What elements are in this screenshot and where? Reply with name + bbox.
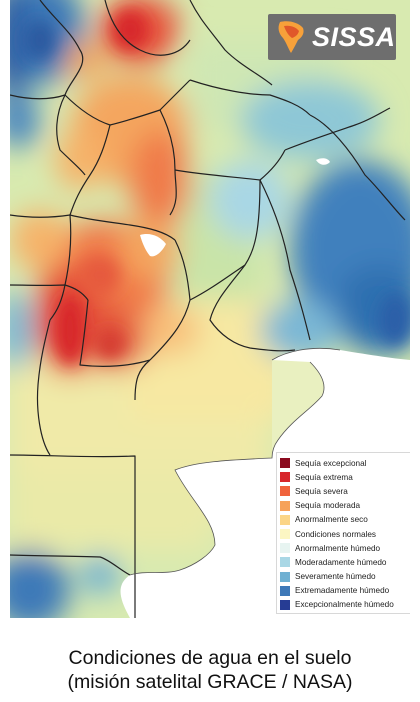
legend-item: Condiciones normales (280, 527, 410, 541)
legend-label: Sequía excepcional (295, 458, 367, 468)
caption-line-1: Condiciones de agua en el suelo (68, 647, 352, 669)
legend-swatch (280, 543, 290, 554)
legend-swatch (280, 472, 290, 483)
sissa-logo: SISSA (268, 14, 396, 60)
legend-label: Sequía extrema (295, 472, 353, 482)
legend-label: Anormalmente húmedo (295, 543, 381, 553)
province-borders (10, 0, 406, 618)
legend-item: Anormalmente húmedo (280, 541, 410, 555)
map-caption: Condiciones de agua en el suelo (misión … (0, 646, 420, 694)
legend-label: Moderadamente húmedo (295, 557, 387, 567)
legend-item: Extremadamente húmedo (280, 584, 410, 598)
moisture-detail (24, 10, 410, 365)
legend-label: Condiciones normales (295, 529, 377, 539)
legend-item: Anormalmente seco (280, 513, 410, 527)
coastline (129, 347, 341, 576)
sea-area-coast (272, 360, 325, 458)
legend-label: Anormalmente seco (295, 515, 368, 525)
legend-label: Sequía moderada (295, 501, 361, 511)
legend-swatch (280, 514, 290, 525)
legend-swatch (280, 585, 290, 596)
legend-label: Extremadamente húmedo (295, 586, 390, 596)
lake-area (316, 158, 330, 165)
legend-item: Sequía moderada (280, 499, 410, 513)
legend-item: Sequía extrema (280, 470, 410, 484)
legend-swatch (280, 599, 290, 610)
caption-line-2: (misión satelital GRACE / NASA) (67, 671, 353, 693)
legend-swatch (280, 557, 290, 568)
legend-item: Sequía excepcional (280, 456, 410, 470)
legend-label: Excepcionalmente húmedo (295, 600, 394, 610)
legend-item: Excepcionalmente húmedo (280, 598, 410, 612)
map-graphic (10, 0, 410, 618)
soil-moisture-map: SISSA Sequía excepcional Sequía extrema Se… (10, 0, 410, 618)
south-america-icon (278, 21, 304, 53)
legend-swatch (280, 486, 290, 497)
logo-text: SISSA (312, 22, 396, 52)
legend-item: Sequía severa (280, 484, 410, 498)
legend-swatch (280, 500, 290, 511)
legend-label: Severamente húmedo (295, 572, 376, 582)
legend-label: Sequía severa (295, 486, 348, 496)
legend-item: Severamente húmedo (280, 570, 410, 584)
legend-item: Moderadamente húmedo (280, 555, 410, 569)
map-legend: Sequía excepcional Sequía extrema Sequía s… (276, 452, 410, 614)
legend-swatch (280, 458, 290, 469)
lake-area (140, 234, 166, 257)
legend-swatch (280, 571, 290, 582)
legend-swatch (280, 529, 290, 540)
